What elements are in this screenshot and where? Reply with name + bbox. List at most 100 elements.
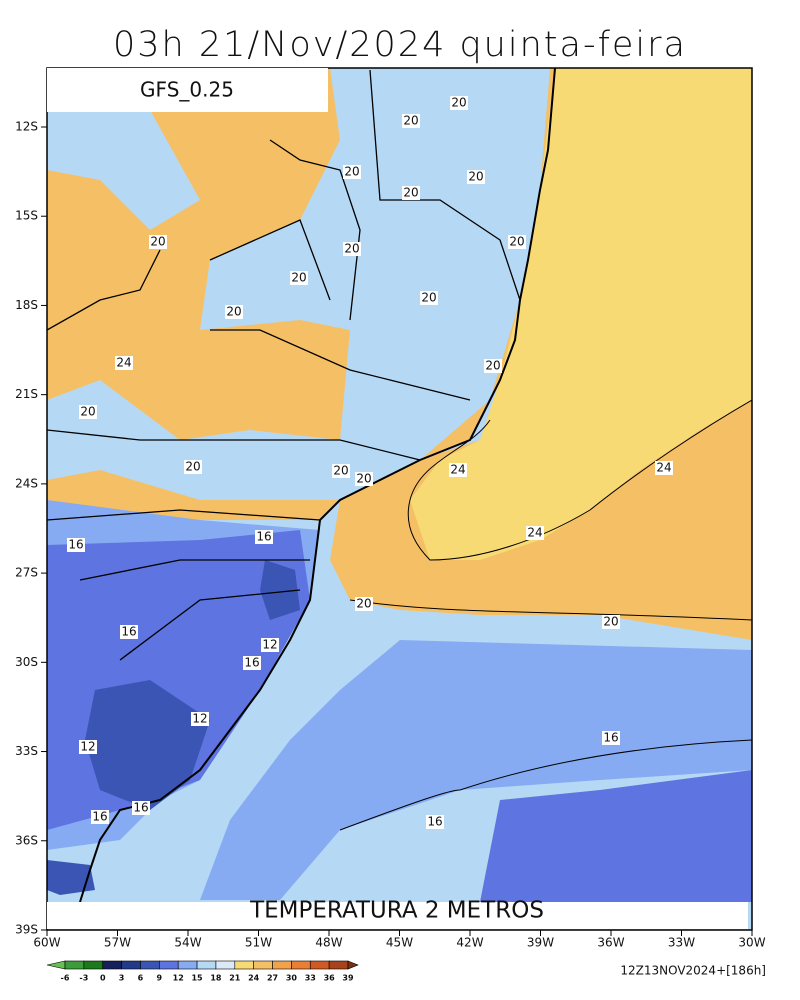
contour-label-bg — [449, 463, 467, 477]
lat-label: 30S — [15, 655, 38, 669]
contour-label: 20 — [333, 464, 348, 478]
contour-label-bg — [420, 291, 438, 305]
lat-label: 36S — [15, 833, 38, 847]
contour-label-bg — [355, 597, 373, 611]
lon-label: 60W — [33, 936, 60, 950]
lat-label: 12S — [15, 120, 38, 134]
contour-label-bg — [402, 114, 420, 128]
contour-label-bg — [120, 625, 138, 639]
contour-label: 20 — [603, 615, 618, 629]
contour-label: 20 — [291, 271, 306, 285]
lat-label: 21S — [15, 387, 38, 401]
colorbar-label: 21 — [229, 974, 241, 983]
lon-label: 42W — [456, 936, 483, 950]
colorbar-label: 36 — [324, 974, 336, 983]
lon-label: 57W — [104, 936, 131, 950]
colorbar-segment — [272, 960, 292, 970]
colorbar-segment — [253, 960, 273, 970]
contour-label: 24 — [527, 526, 542, 540]
colorbar-label: 33 — [305, 974, 316, 983]
contour-label-bg — [191, 712, 209, 726]
contour-label-bg — [290, 271, 308, 285]
contour-label-bg — [484, 359, 502, 373]
contour-label-bg — [184, 460, 202, 474]
contour-label: 20 — [485, 359, 500, 373]
contour-label: 16 — [256, 530, 271, 544]
contour-label-bg — [261, 638, 279, 652]
lat-label: 15S — [15, 209, 38, 223]
contour-label: 20 — [344, 242, 359, 256]
lat-label: 18S — [15, 298, 38, 312]
contour-label-bg — [343, 242, 361, 256]
title: 03h 21/Nov/2024 quinta-feira — [113, 25, 687, 65]
colorbar-segment — [64, 960, 85, 970]
colorbar-segment — [83, 960, 104, 970]
contour-label-bg — [115, 356, 133, 370]
contour-label-bg — [602, 731, 620, 745]
contour-label-bg — [225, 305, 243, 319]
contour-label: 12 — [192, 712, 207, 726]
contour-label-bg — [355, 472, 373, 486]
contour-label-bg — [426, 815, 444, 829]
contour-label-bg — [450, 96, 468, 110]
contour-label: 20 — [403, 114, 418, 128]
contour-label: 16 — [427, 815, 442, 829]
contour-label: 16 — [133, 801, 148, 815]
colorbar-label: 12 — [173, 974, 184, 983]
contour-label-bg — [467, 170, 485, 184]
caption: TEMPERATURA 2 METROS — [249, 898, 544, 924]
colorbar-segment — [196, 960, 217, 970]
contour-label: 20 — [421, 291, 436, 305]
colorbar-segment — [234, 960, 254, 970]
lon-label: 39W — [527, 936, 554, 950]
contour-label: 20 — [150, 235, 165, 249]
contour-label: 20 — [468, 170, 483, 184]
contour-label-bg — [602, 615, 620, 629]
lon-label: 45W — [386, 936, 413, 950]
colorbar-segment — [121, 960, 141, 970]
contour-label: 24 — [450, 463, 465, 477]
contour-label-bg — [67, 538, 85, 552]
colorbar-label: 0 — [100, 974, 106, 983]
contour-label: 16 — [603, 731, 618, 745]
contour-label: 16 — [244, 656, 259, 670]
colorbar-label: 18 — [210, 974, 222, 983]
lon-label: 36W — [597, 936, 624, 950]
contour-label-bg — [402, 186, 420, 200]
contour-label-bg — [149, 235, 167, 249]
contour-label-bg — [526, 526, 544, 540]
colorbar-segment — [159, 960, 179, 970]
contour-label-bg — [255, 530, 273, 544]
contour-label: 20 — [226, 305, 241, 319]
lon-label: 30W — [738, 936, 765, 950]
run-label: 12Z13NOV2024+[186h] — [620, 964, 766, 978]
contour-label-bg — [332, 464, 350, 478]
lon-label: 48W — [315, 936, 342, 950]
colorbar-end — [46, 960, 66, 970]
colorbar-label: -3 — [79, 974, 88, 983]
colorbar-segment — [328, 960, 349, 970]
model-box — [47, 68, 328, 112]
colorbar-label: 6 — [138, 974, 144, 983]
caption-box — [47, 902, 748, 929]
lon-label: 51W — [245, 936, 272, 950]
lat-label: 24S — [15, 476, 38, 490]
contour-label: 24 — [656, 461, 671, 475]
contour-label-bg — [91, 810, 109, 824]
contour-label: 20 — [509, 235, 524, 249]
contour-label-bg — [343, 165, 361, 179]
contour-label-bg — [79, 740, 97, 754]
colorbar-end — [347, 960, 359, 970]
colorbar-segment — [309, 960, 330, 970]
colorbar-label: -6 — [61, 974, 70, 983]
lat-label: 33S — [15, 744, 38, 758]
lat-label: 39S — [15, 922, 38, 936]
contour-label: 16 — [68, 538, 83, 552]
contour-label: 20 — [344, 165, 359, 179]
contour-label: 20 — [356, 472, 371, 486]
colorbar-segment — [140, 960, 160, 970]
colorbar-segment — [291, 960, 311, 970]
contour-label: 24 — [116, 356, 131, 370]
contour-label-bg — [132, 801, 150, 815]
